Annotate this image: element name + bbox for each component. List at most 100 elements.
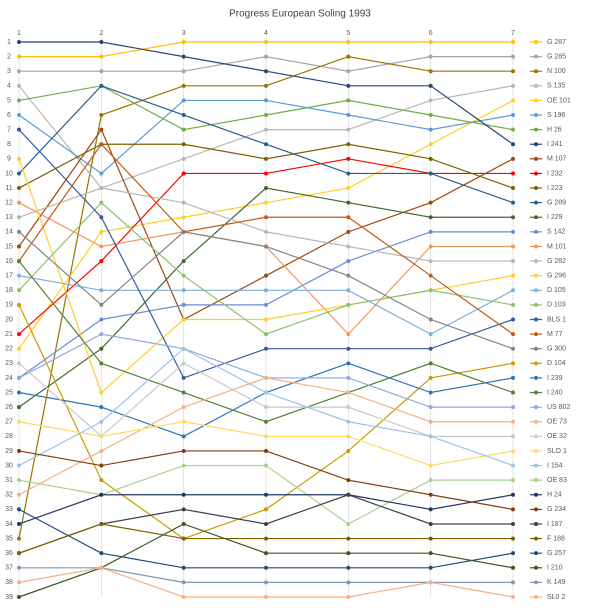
point-marker [346, 375, 351, 380]
point-marker [17, 69, 21, 74]
point-marker [264, 390, 268, 395]
point-marker [511, 536, 515, 541]
point-marker [17, 346, 21, 351]
point-marker [511, 375, 515, 380]
point-marker [264, 434, 268, 439]
point-marker [181, 492, 186, 497]
y-tick-label: 31 [5, 477, 13, 484]
legend-marker [534, 405, 538, 410]
point-marker [264, 69, 268, 74]
point-marker [99, 551, 104, 556]
y-tick-label: 15 [5, 243, 13, 250]
point-marker [181, 361, 186, 366]
point-marker [428, 288, 433, 293]
legend-marker [534, 492, 538, 497]
point-marker [264, 595, 268, 599]
legend-marker [534, 551, 538, 556]
point-marker [264, 171, 268, 176]
point-marker [181, 156, 186, 161]
point-marker [264, 419, 268, 424]
point-marker [346, 595, 351, 599]
legend-label: F 188 [547, 535, 565, 542]
point-marker [511, 215, 515, 220]
x-tick-label: 2 [99, 30, 103, 37]
point-marker [346, 273, 351, 278]
y-tick-label: 29 [5, 448, 13, 455]
point-marker [511, 595, 515, 599]
point-marker [181, 463, 186, 468]
x-tick-label: 5 [346, 30, 350, 37]
y-tick-label: 33 [5, 506, 13, 513]
legend-marker [534, 507, 538, 512]
point-marker [428, 40, 433, 44]
legend-label: G 285 [547, 53, 566, 60]
point-marker [346, 113, 351, 118]
point-marker [17, 273, 21, 278]
point-marker [511, 463, 515, 468]
point-marker [181, 595, 186, 599]
legend-label: SLO 1 [547, 448, 567, 455]
point-marker [428, 375, 433, 380]
point-marker [264, 156, 268, 161]
point-marker [17, 200, 21, 205]
legend-marker [534, 54, 538, 59]
legend-marker [534, 332, 538, 337]
point-marker [428, 200, 433, 205]
point-marker [511, 273, 515, 278]
point-marker [346, 332, 351, 337]
point-marker [346, 186, 351, 191]
point-marker [428, 521, 433, 526]
point-marker [428, 156, 433, 161]
point-marker [181, 507, 186, 512]
point-marker [17, 536, 21, 541]
point-marker [17, 507, 21, 512]
legend-label: D 103 [547, 302, 566, 309]
legend-marker [534, 346, 538, 351]
y-tick-label: 32 [5, 492, 13, 499]
point-marker [428, 405, 433, 410]
legend-label: I 232 [547, 170, 563, 177]
point-marker [264, 215, 268, 220]
point-marker [511, 69, 515, 74]
x-tick-label: 7 [511, 30, 515, 37]
legend-marker [534, 40, 538, 44]
y-tick-label: 36 [5, 550, 13, 557]
legend-marker [534, 595, 538, 599]
point-marker [511, 83, 515, 88]
point-marker [264, 405, 268, 410]
legend-label: M 77 [547, 331, 563, 338]
point-marker [264, 580, 268, 585]
legend-marker [534, 259, 538, 264]
point-marker [346, 521, 351, 526]
point-marker [428, 229, 433, 234]
point-marker [511, 507, 515, 512]
legend-marker [534, 375, 538, 380]
point-marker [264, 463, 268, 468]
point-marker [99, 54, 104, 59]
x-tick-label: 1 [17, 30, 21, 37]
legend-marker [534, 156, 538, 161]
point-marker [99, 434, 104, 439]
point-marker [428, 434, 433, 439]
legend-marker [534, 317, 538, 322]
point-marker [511, 244, 515, 249]
point-marker [181, 54, 186, 59]
y-tick-label: 5 [7, 97, 11, 104]
point-marker [181, 83, 186, 88]
point-marker [264, 565, 268, 570]
y-tick-label: 10 [5, 170, 13, 177]
point-marker [428, 244, 433, 249]
point-marker [346, 346, 351, 351]
y-tick-label: 23 [5, 360, 13, 367]
point-marker [346, 156, 351, 161]
legend-marker [534, 98, 538, 103]
point-marker [346, 54, 351, 59]
point-marker [511, 565, 515, 570]
legend-label: I 187 [547, 521, 563, 528]
point-marker [346, 419, 351, 424]
legend-label: G 282 [547, 258, 566, 265]
legend-marker [534, 302, 538, 307]
y-tick-label: 8 [7, 141, 11, 148]
legend-label: H 26 [547, 126, 562, 133]
point-marker [264, 302, 268, 307]
